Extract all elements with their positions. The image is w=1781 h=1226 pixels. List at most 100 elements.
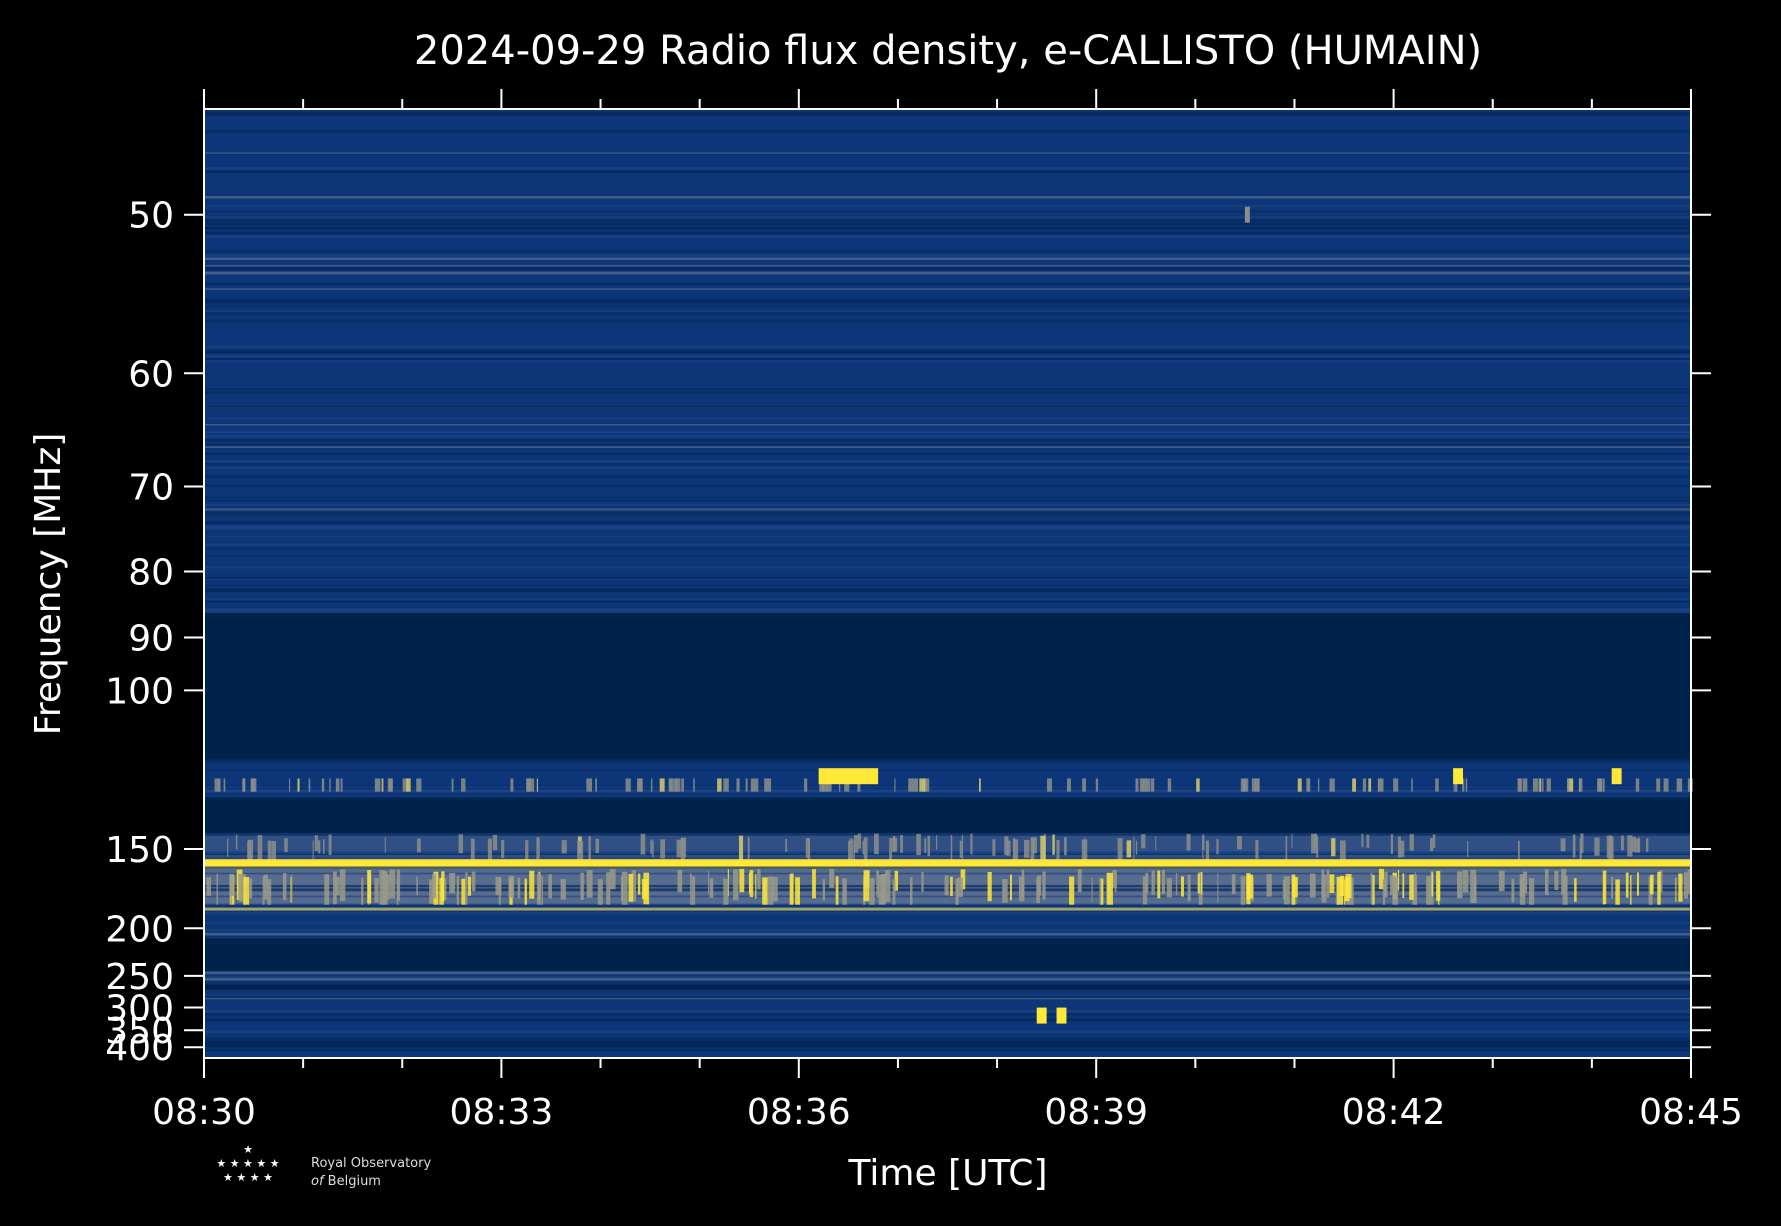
- noise-line: [204, 222, 1691, 226]
- burst-mark: [387, 778, 393, 792]
- noise-line: [204, 167, 1691, 169]
- burst-mark: [812, 869, 816, 899]
- burst-mark: [528, 778, 535, 792]
- noise-line: [204, 270, 1691, 273]
- bright-feature: [818, 768, 879, 785]
- burst-mark: [1631, 836, 1637, 852]
- burst-mark: [1175, 873, 1178, 896]
- burst-mark: [880, 873, 887, 904]
- burst-mark: [733, 869, 739, 901]
- x-tick-label: 08:42: [1342, 1092, 1446, 1133]
- burst-mark: [1247, 874, 1254, 899]
- burst-mark: [517, 877, 521, 899]
- burst-mark: [961, 835, 964, 860]
- burst-mark: [805, 838, 810, 859]
- burst-mark: [461, 878, 466, 906]
- burst-mark: [1292, 877, 1298, 898]
- burst-mark: [1240, 876, 1246, 907]
- noise-line: [204, 535, 1691, 537]
- burst-mark: [1625, 872, 1629, 898]
- noise-line: [204, 514, 1691, 517]
- burst-mark: [1426, 876, 1431, 907]
- noise-line: [204, 588, 1691, 592]
- burst-mark: [1676, 778, 1683, 792]
- burst-mark: [1030, 837, 1035, 861]
- burst-mark: [1393, 778, 1399, 792]
- burst-mark: [1202, 834, 1205, 851]
- burst-mark: [1409, 874, 1414, 900]
- noise-line: [204, 608, 1691, 612]
- band-3: [204, 797, 1691, 834]
- burst-mark: [1627, 835, 1633, 857]
- burst-mark: [1597, 778, 1602, 792]
- burst-mark: [1578, 778, 1581, 792]
- noise-line: [204, 168, 1691, 171]
- burst-mark: [1400, 840, 1405, 858]
- burst-mark: [750, 778, 756, 792]
- burst-mark: [1579, 778, 1583, 792]
- burst-mark: [247, 840, 251, 866]
- noise-line: [204, 439, 1691, 442]
- logo-line1: Royal Observatory: [311, 1156, 432, 1171]
- burst-mark: [767, 778, 770, 792]
- burst-mark: [257, 835, 263, 860]
- burst-mark: [681, 778, 684, 792]
- burst-mark: [1161, 869, 1165, 895]
- y-tick-label: 350: [105, 1011, 174, 1052]
- noise-line: [204, 443, 1691, 446]
- burst-mark: [262, 875, 265, 910]
- burst-mark: [1368, 778, 1372, 792]
- burst-mark: [1187, 874, 1191, 902]
- band-fill: [204, 797, 1691, 834]
- noise-line: [204, 521, 1691, 524]
- y-tick-label: 100: [105, 671, 174, 712]
- noise-line: [204, 130, 1691, 133]
- noise-line: [204, 391, 1691, 394]
- burst-mark: [1378, 868, 1385, 890]
- burst-mark: [1018, 876, 1025, 902]
- band-fill: [204, 612, 1691, 760]
- burst-mark: [1498, 870, 1505, 892]
- burst-mark: [1198, 871, 1203, 906]
- burst-mark: [1216, 839, 1219, 855]
- burst-mark: [957, 877, 963, 897]
- burst-mark: [1567, 778, 1570, 792]
- burst-mark: [495, 876, 502, 896]
- burst-mark: [1511, 878, 1515, 903]
- burst-mark: [1285, 836, 1288, 860]
- burst-mark: [389, 869, 396, 899]
- burst-mark: [771, 877, 778, 902]
- burst-mark: [1326, 869, 1330, 898]
- band-fill: [204, 938, 1691, 972]
- burst-mark: [1397, 869, 1400, 891]
- noise-line: [204, 1010, 1691, 1014]
- burst-mark: [1630, 875, 1632, 908]
- noise-line: [204, 406, 1691, 410]
- burst-mark: [595, 778, 597, 792]
- burst-mark: [921, 872, 924, 892]
- star-logo-icon: ★ ★ ★ ★ ★ ★ ★ ★ ★ ★: [216, 1143, 280, 1184]
- burst-mark: [1437, 879, 1440, 910]
- band-5: [204, 859, 1691, 870]
- burst-mark: [1010, 874, 1012, 901]
- burst-mark: [1656, 778, 1661, 792]
- burst-mark: [676, 839, 683, 858]
- burst-mark: [1545, 868, 1549, 896]
- noise-line: [204, 600, 1691, 603]
- noise-line: [204, 113, 1691, 116]
- burst-mark: [874, 833, 879, 855]
- burst-mark: [334, 876, 340, 896]
- burst-mark: [406, 778, 411, 792]
- noise-line: [204, 204, 1691, 208]
- burst-mark: [1042, 871, 1046, 900]
- burst-mark: [640, 833, 646, 855]
- burst-mark: [636, 778, 643, 792]
- burst-mark: [1331, 838, 1336, 857]
- noise-line: [204, 769, 1691, 771]
- burst-mark: [717, 778, 722, 792]
- burst-mark: [548, 874, 552, 899]
- noise-line: [204, 271, 1691, 275]
- burst-mark: [1145, 778, 1151, 792]
- burst-mark: [1066, 778, 1071, 792]
- burst-mark: [660, 839, 666, 859]
